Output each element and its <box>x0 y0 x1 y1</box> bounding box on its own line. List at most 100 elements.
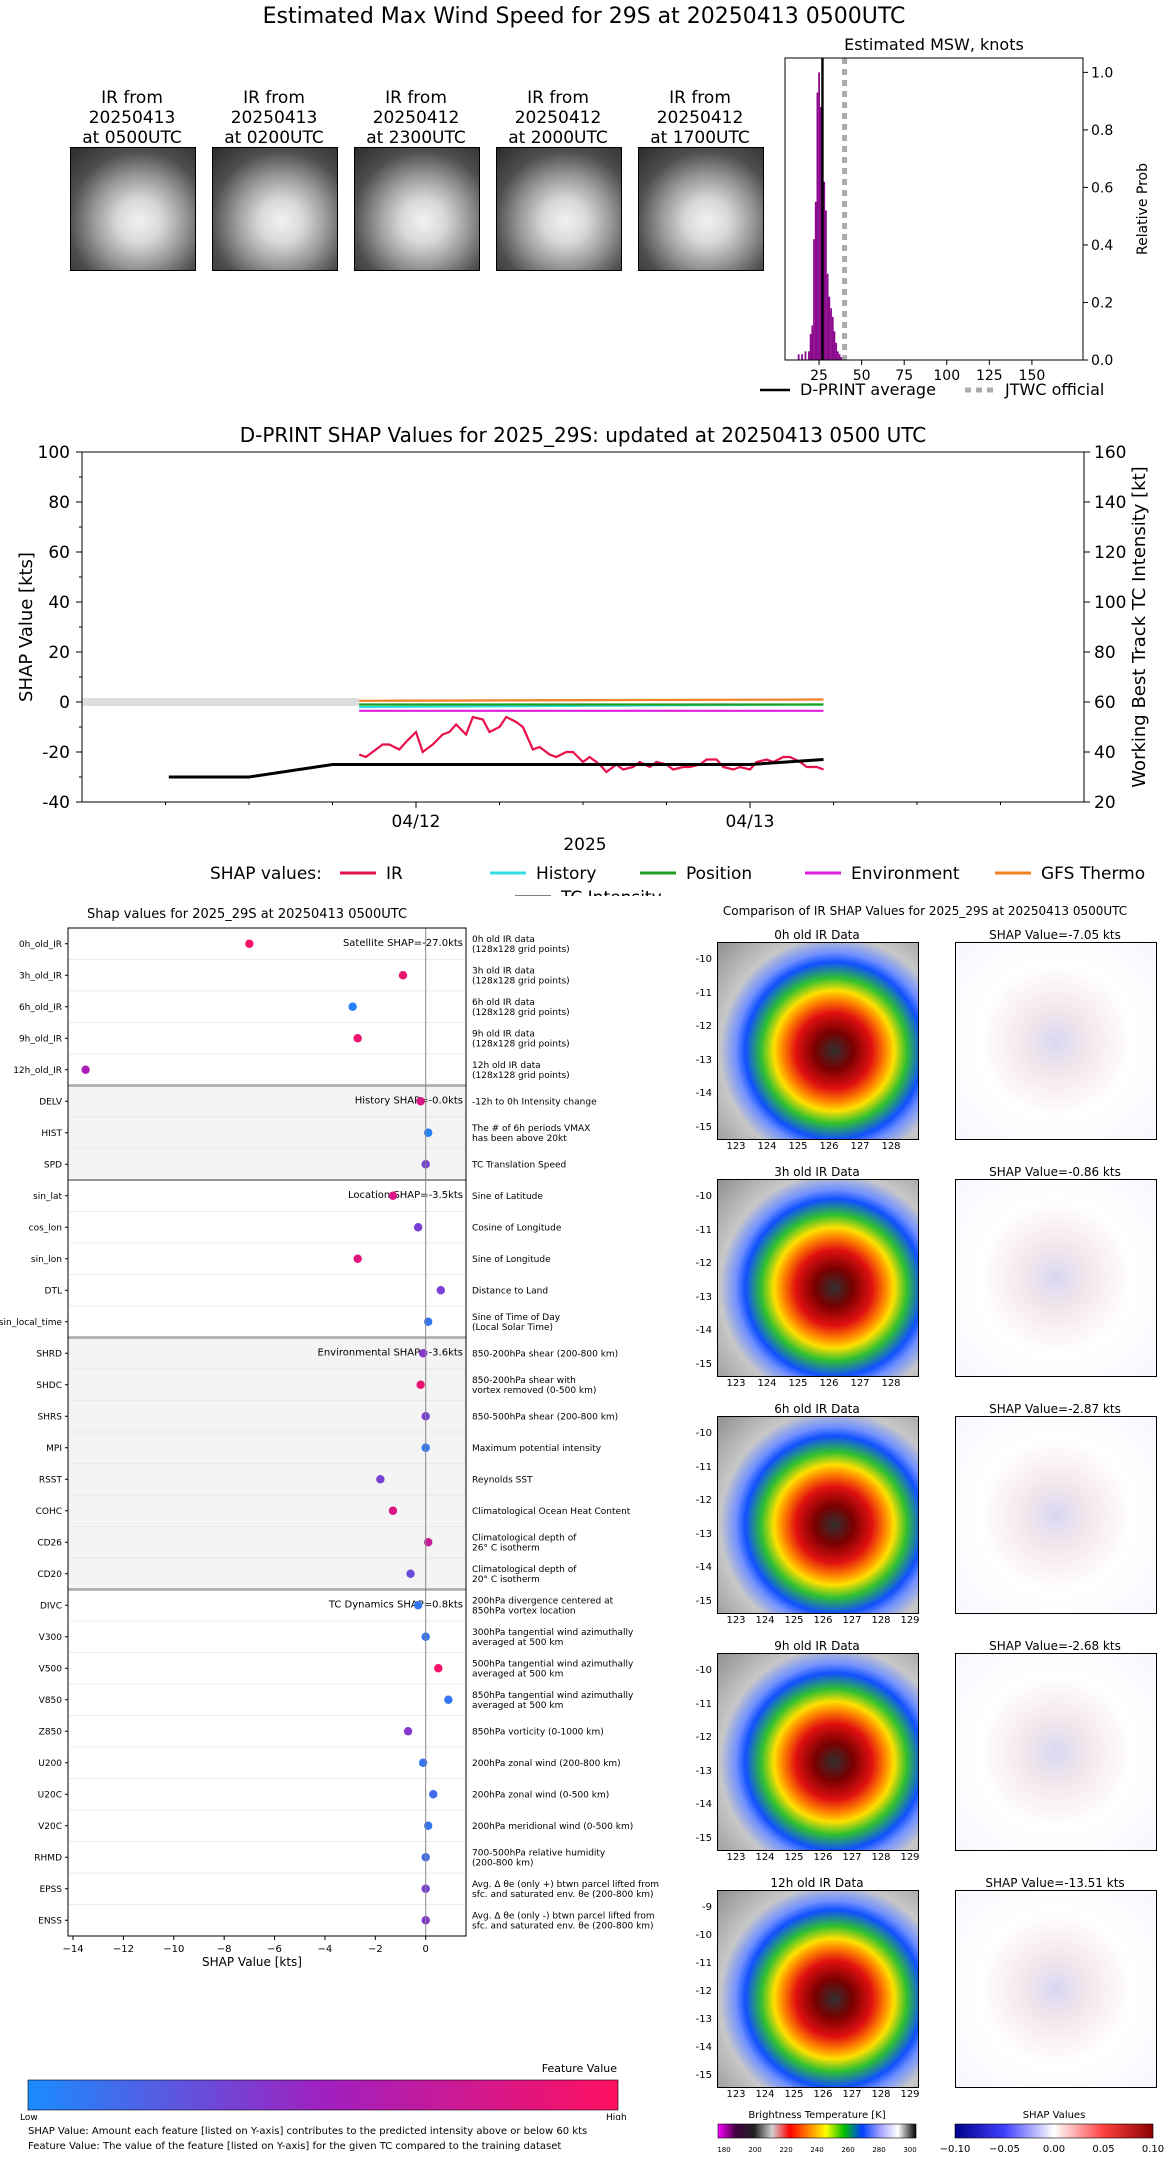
shap-image <box>955 1179 1157 1377</box>
group-band <box>68 1085 466 1180</box>
ir-thumbnail-label-line: at 2000UTC <box>508 128 608 148</box>
feature-description: Avg. Δ θe (only +) btwn parcel lifted fr… <box>472 1880 659 1900</box>
feature-point <box>398 971 408 980</box>
histogram-title: Estimated MSW, knots <box>844 35 1024 54</box>
feature-name: V20C <box>38 1822 62 1832</box>
feature-point <box>403 1727 413 1736</box>
feature-name: CD20 <box>37 1570 62 1580</box>
ir-ytick-label: -13 <box>695 2014 712 2025</box>
histogram-bar <box>809 334 812 360</box>
ir-ytick-label: -10 <box>695 1665 712 1676</box>
feature-name: COHC <box>36 1507 62 1517</box>
ts-legend-label: Environment <box>851 864 960 884</box>
ir-ytick-label: -12 <box>695 1986 712 1997</box>
histogram-xtick-label: 75 <box>895 368 913 384</box>
feature-name: U200 <box>38 1759 62 1769</box>
msw-histogram: Estimated MSW, knots 25 50 75 100 125 150 0.0 0.… <box>760 35 1151 399</box>
feature-name: V300 <box>39 1633 63 1643</box>
feature-name: 3h_old_IR <box>19 971 62 981</box>
feature-name: HIST <box>41 1129 62 1139</box>
ir-ytick-label: -11 <box>695 1224 712 1236</box>
feature-name: sin_lat <box>33 1192 62 1202</box>
legend-jtwc-label: JTWC official <box>1004 380 1104 399</box>
ir-ytick-label: -14 <box>695 2042 712 2053</box>
feature-xtick-label: −12 <box>113 1944 134 1955</box>
ir-ytick-label: -10 <box>695 1428 712 1439</box>
fv-high-label: High <box>606 2113 627 2120</box>
histogram-bar <box>801 354 803 360</box>
feature-description: 850-200hPa shear with vortex removed (0-5… <box>472 1376 596 1396</box>
ts-ylabel: SHAP Value [kts] <box>16 552 37 702</box>
legend-dprint-label: D-PRINT average <box>800 380 936 399</box>
ir-thumbnail-label-line: IR from <box>527 88 589 108</box>
ir-image <box>717 1179 919 1377</box>
feature-description: 12h old IR data (128x128 grid points) <box>472 1061 570 1081</box>
ts-y2tick-label: 40 <box>1094 743 1116 763</box>
shap-tick-label: 0.00 <box>1043 2144 1065 2155</box>
ir-xtick-label: 123 <box>726 1615 746 1626</box>
histogram-ytick-label: 0.8 <box>1091 123 1113 139</box>
group-label: History SHAP=-0.0kts <box>355 1096 463 1107</box>
feature-point <box>245 939 254 948</box>
ir-thumbnail-label: IR from 20250412 at 2000UTC <box>488 88 628 148</box>
footer-shap-note: SHAP Value: Amount each feature [listed … <box>28 2126 588 2137</box>
ir-image <box>717 942 919 1140</box>
bt-tick-label: 300 <box>903 2146 916 2154</box>
feature-shap-chart: Shap values for 2025_29S at 20250413 050… <box>0 907 659 1969</box>
ts-legend-label: Position <box>686 864 752 884</box>
feature-point <box>413 1223 423 1232</box>
comparison-colorbars: Brightness Temperature [K] 180 200 220 240 26… <box>717 2110 1164 2155</box>
ir-xtick-label: 124 <box>755 2089 775 2100</box>
shap-tick-label: −0.10 <box>940 2144 971 2155</box>
ir-xtick-label: 124 <box>757 1378 777 1389</box>
ts-y2tick-label: 20 <box>1094 793 1116 813</box>
ts-legend-label: History <box>536 864 596 884</box>
ir-thumbnail-label-line: at 0200UTC <box>224 128 324 148</box>
zero-band <box>82 698 360 706</box>
ir-thumbnail-image <box>354 147 480 271</box>
ts-ytick-label: -40 <box>42 793 70 813</box>
ir-panel-title: 0h old IR Data <box>774 928 860 942</box>
ts-ytick-label: 60 <box>48 543 70 563</box>
feature-point <box>416 1097 425 1106</box>
bt-colorbar <box>717 2123 917 2139</box>
ts-xtick-label: 04/13 <box>726 812 775 832</box>
ir-ytick-label: -9 <box>702 1902 712 1913</box>
feature-xlabel: SHAP Value [kts] <box>202 1955 302 1969</box>
feature-description: Climatological Ocean Heat Content <box>472 1507 631 1517</box>
shap-image <box>955 1890 1157 2088</box>
timeseries-frame <box>81 451 1085 803</box>
ts-y2tick-label: 60 <box>1094 693 1116 713</box>
feature-name: ENSS <box>38 1916 62 1926</box>
histogram-ylabel: Relative Prob <box>1135 163 1151 255</box>
histogram-bar <box>826 273 829 360</box>
ir-ytick-label: -12 <box>695 1258 712 1270</box>
ir-panel-title: 9h old IR Data <box>774 1639 860 1653</box>
feature-name: DTL <box>45 1286 62 1296</box>
feature-description: Sine of Latitude <box>472 1192 543 1202</box>
footer-feature-note: Feature Value: The value of the feature … <box>28 2141 562 2152</box>
feature-point <box>348 1002 357 1011</box>
ir-image <box>717 1416 919 1614</box>
feature-point <box>388 1191 398 1200</box>
feature-name: U20C <box>38 1790 62 1800</box>
feature-description: -12h to 0h Intensity change <box>472 1097 597 1107</box>
histogram-bar <box>811 325 814 360</box>
bt-tick-label: 240 <box>810 2146 823 2154</box>
fv-colorbar-title: Feature Value <box>542 2062 618 2075</box>
feature-point <box>376 1475 385 1484</box>
page-title: Estimated Max Wind Speed for 29S at 2025… <box>262 4 906 29</box>
ir-thumbnail-label-line: IR from <box>243 88 305 108</box>
ir-xtick-label: 125 <box>784 1852 804 1863</box>
histogram-ytick-label: 0.0 <box>1091 353 1113 369</box>
feature-chart-title: Shap values for 2025_29S at 20250413 050… <box>87 907 407 922</box>
shap-colorbar <box>954 2123 1154 2139</box>
ir-xtick-label: 124 <box>755 1615 775 1626</box>
shap-image <box>955 1653 1157 1851</box>
feature-xtick-label: −10 <box>163 1944 184 1955</box>
feature-name: sin_lon <box>31 1255 62 1265</box>
ir-ytick-label: -15 <box>695 2070 712 2081</box>
feature-xtick-label: −2 <box>368 1944 383 1955</box>
feature-point <box>406 1569 415 1578</box>
feature-name: 0h_old_IR <box>19 940 62 950</box>
